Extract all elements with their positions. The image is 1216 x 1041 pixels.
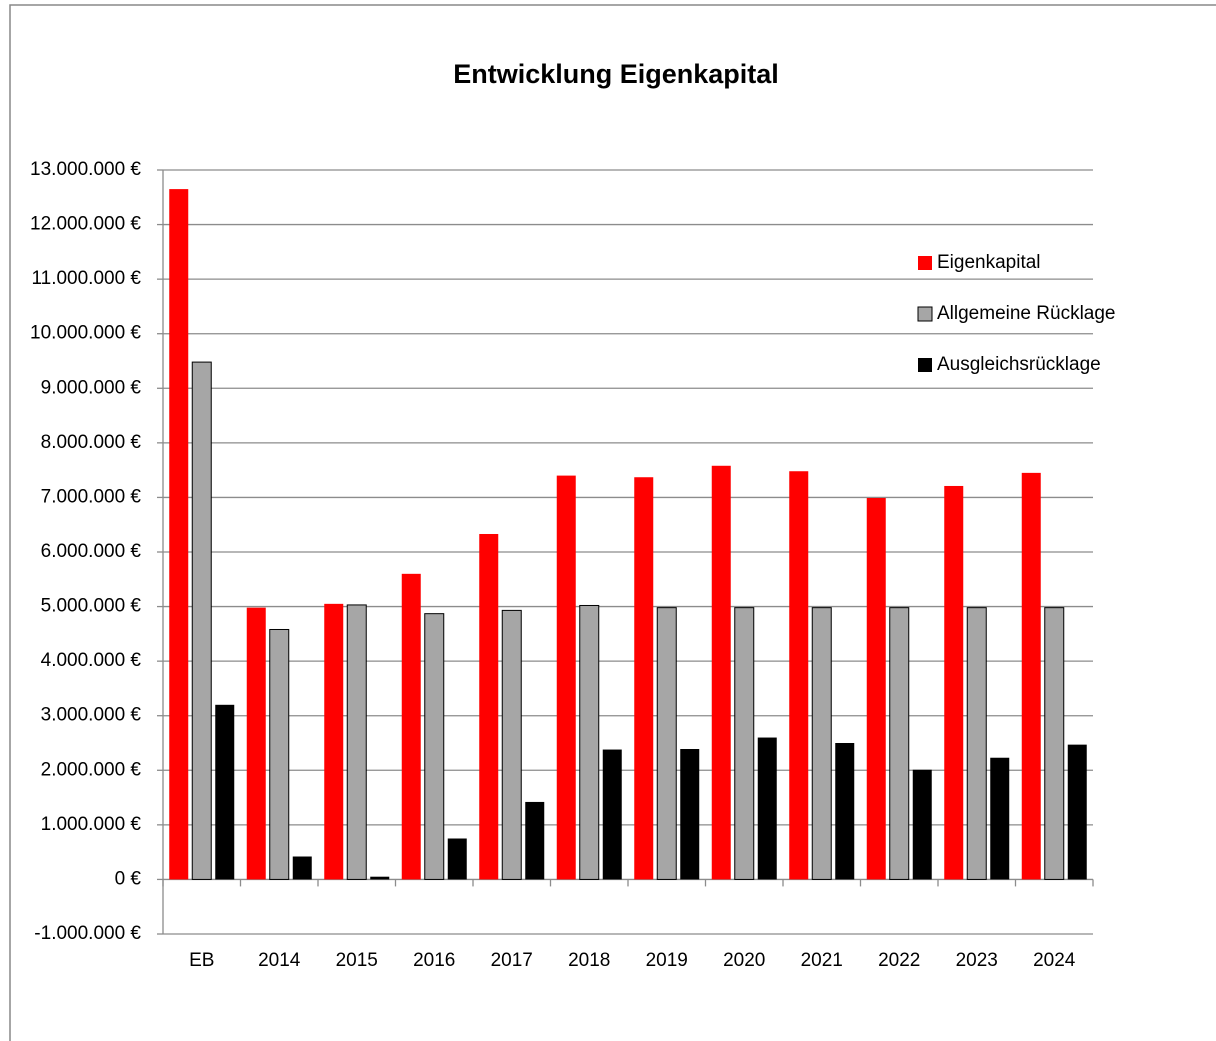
bar <box>757 737 777 880</box>
y-tick-label: 13.000.000 € <box>30 159 141 180</box>
bar <box>889 607 910 880</box>
x-tick-label: 2021 <box>801 950 843 971</box>
chart-frame <box>9 4 1216 1041</box>
bar <box>656 607 677 880</box>
bar <box>169 189 189 880</box>
x-tick-label: 2024 <box>1033 950 1076 971</box>
legend-label: Eigenkapital <box>937 252 1041 273</box>
y-tick-label: 8.000.000 € <box>41 432 142 453</box>
bar <box>479 533 499 880</box>
y-tick-label: 11.000.000 € <box>31 268 141 289</box>
bar <box>1044 607 1065 880</box>
bar <box>579 604 600 880</box>
x-tick-label: 2014 <box>258 950 301 971</box>
x-tick-label: 2017 <box>491 950 533 971</box>
bar <box>866 497 886 880</box>
legend-label: Allgemeine Rücklage <box>937 303 1116 324</box>
x-tick-label: 2015 <box>336 950 378 971</box>
bar <box>602 749 622 880</box>
bar <box>424 613 445 880</box>
y-tick-label: 7.000.000 € <box>41 486 142 507</box>
y-tick-label: 12.000.000 € <box>30 214 141 235</box>
legend-swatch <box>918 358 932 372</box>
chart-title: Entwicklung Eigenkapital <box>453 59 779 89</box>
bar <box>556 475 576 880</box>
y-tick-label: 6.000.000 € <box>41 541 142 562</box>
x-tick-label: EB <box>189 950 214 971</box>
bar <box>912 769 932 880</box>
legend-swatch <box>918 256 932 270</box>
bar <box>680 749 700 880</box>
y-tick-label: -1.000.000 € <box>34 923 141 944</box>
x-tick-label: 2020 <box>723 950 765 971</box>
bar <box>191 361 212 880</box>
bar <box>1021 472 1041 880</box>
bar <box>711 465 731 880</box>
x-tick-label: 2022 <box>878 950 920 971</box>
x-tick-label: 2019 <box>646 950 688 971</box>
x-tick-label: 2018 <box>568 950 610 971</box>
y-tick-label: 4.000.000 € <box>41 650 142 671</box>
bar <box>525 801 545 880</box>
bar <box>269 628 290 880</box>
bar <box>944 485 964 880</box>
y-tick-label: 10.000.000 € <box>30 323 141 344</box>
bar <box>346 604 367 880</box>
y-tick-label: 3.000.000 € <box>41 705 142 726</box>
bar <box>324 603 344 880</box>
bar <box>501 609 522 880</box>
bar <box>966 607 987 880</box>
bar <box>990 757 1010 880</box>
y-tick-label: 0 € <box>115 868 142 889</box>
bar <box>811 607 832 880</box>
bar <box>401 573 421 880</box>
bar <box>734 607 755 880</box>
bar <box>789 471 809 880</box>
legend-label: Ausgleichsrücklage <box>937 354 1101 375</box>
bar <box>1067 744 1087 880</box>
bar <box>215 704 235 880</box>
bar <box>835 743 855 880</box>
legend-swatch <box>917 306 933 322</box>
x-tick-label: 2023 <box>956 950 998 971</box>
y-tick-label: 5.000.000 € <box>41 596 142 617</box>
x-tick-label: 2016 <box>413 950 455 971</box>
bar <box>370 876 390 880</box>
y-tick-label: 2.000.000 € <box>41 759 142 780</box>
bar <box>634 477 654 880</box>
y-tick-label: 9.000.000 € <box>41 377 142 398</box>
bar <box>447 838 467 880</box>
bar <box>292 856 312 880</box>
y-tick-label: 1.000.000 € <box>41 814 142 835</box>
bar <box>246 607 266 880</box>
